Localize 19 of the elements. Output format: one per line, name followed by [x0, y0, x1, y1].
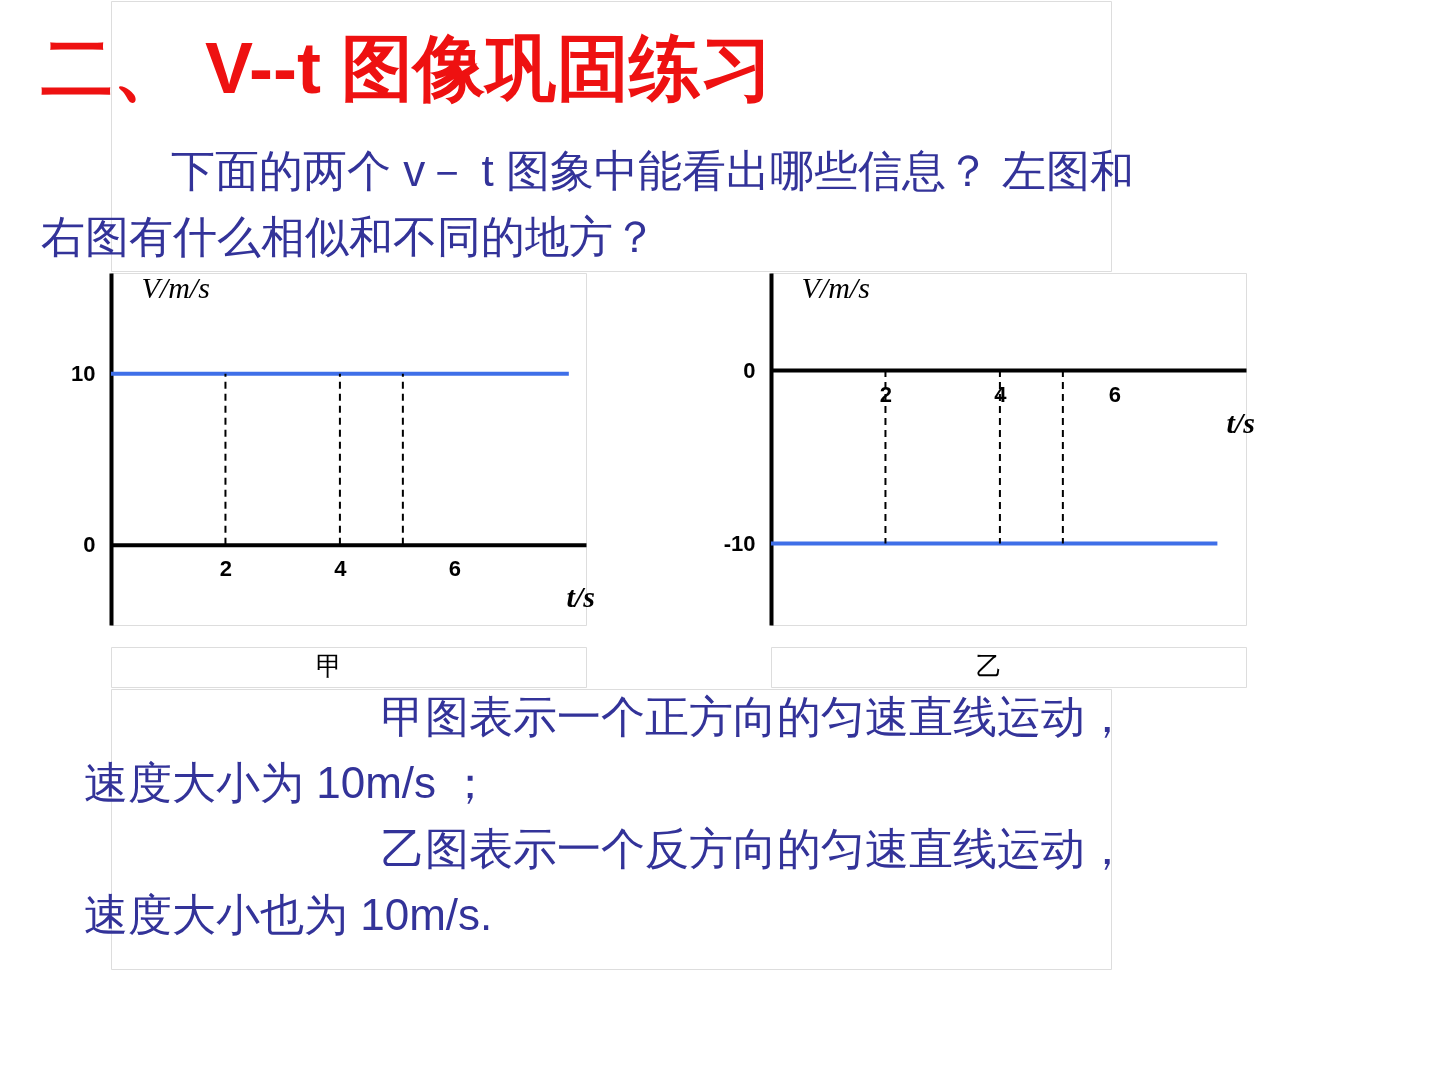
y-tick-label: 0 [83, 532, 96, 558]
x-axis-title: t/s [1226, 405, 1255, 439]
y-tick-label: -10 [723, 531, 756, 556]
y-tick-label: 10 [71, 361, 96, 387]
text: 甲图表示一个正方向的匀速直线运动，速度大小为 10m/s ； [84, 692, 1129, 807]
chart-title: 二、 V--t 图像巩固练习 [41, 28, 773, 108]
y-tick-label: 0 [743, 357, 756, 383]
y-axis-title: V/m/s [141, 270, 210, 304]
x-tick-label: 6 [1108, 381, 1121, 407]
x-tick-label: 6 [448, 556, 461, 582]
text: 乙 [975, 651, 1002, 681]
x-tick-label: 4 [994, 381, 1008, 407]
x-axis-title: t/s [566, 580, 595, 614]
x-tick-label: 4 [334, 556, 348, 582]
text: 甲 [315, 651, 342, 681]
chart-subtitle: 下面的两个 v－ t 图象中能看出哪些信息？ 左图和右图有什么相似和不同的地方？ [41, 146, 1135, 261]
y-axis-title: V/m/s [801, 270, 870, 304]
x-tick-label: 2 [219, 556, 233, 582]
text: 乙图表示一个反方向的匀速直线运动，速度大小也为 10m/s. [84, 824, 1129, 939]
